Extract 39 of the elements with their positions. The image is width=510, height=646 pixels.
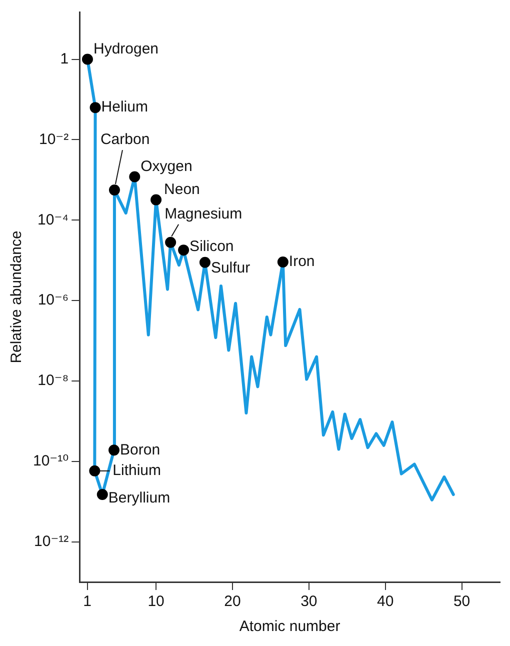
annotation: Beryllium [108, 490, 170, 507]
y-tick-label: 10⁻⁴ [38, 211, 69, 228]
annotation: Carbon [100, 131, 150, 148]
annotation: Boron [120, 441, 160, 458]
x-tick-label: 10 [148, 593, 164, 610]
y-tick-label: 10⁻⁶ [38, 292, 69, 309]
annotation: Magnesium [164, 205, 242, 222]
point [82, 54, 93, 65]
point [178, 244, 190, 256]
point [129, 171, 140, 182]
x-tick-label: 20 [224, 593, 241, 610]
annotation: Neon [164, 180, 200, 198]
x-axis-title: Atomic number [239, 618, 340, 636]
annotation: Lithium [112, 462, 162, 480]
annotation: Oxygen [140, 158, 192, 175]
x-tick-label: 50 [453, 593, 470, 610]
x-tick-label: 1 [83, 593, 92, 610]
x-tick-label: 30 [300, 593, 318, 610]
point [89, 465, 100, 476]
point [150, 194, 162, 206]
y-tick-label: 10⁻¹² [34, 532, 69, 550]
point [199, 256, 210, 268]
point [108, 184, 120, 196]
y-tick-label: 10⁻⁸ [38, 372, 69, 390]
y-tick-label: 10⁻² [39, 130, 69, 148]
annotation: Hydrogen [93, 40, 159, 58]
point [90, 102, 101, 114]
point [165, 236, 176, 248]
x-tick-label: 40 [377, 593, 394, 610]
annotation: Iron [288, 253, 315, 270]
point [96, 489, 108, 500]
annotation: Sulfur [210, 260, 250, 277]
y-axis-title: Relative abundance [8, 230, 26, 364]
point [108, 444, 120, 456]
annotation: Silicon [190, 238, 234, 256]
y-tick-label: 1 [60, 50, 69, 68]
annotation: Helium [101, 98, 148, 116]
point [277, 256, 288, 268]
y-tick-label: 10⁻¹⁰ [32, 452, 69, 470]
